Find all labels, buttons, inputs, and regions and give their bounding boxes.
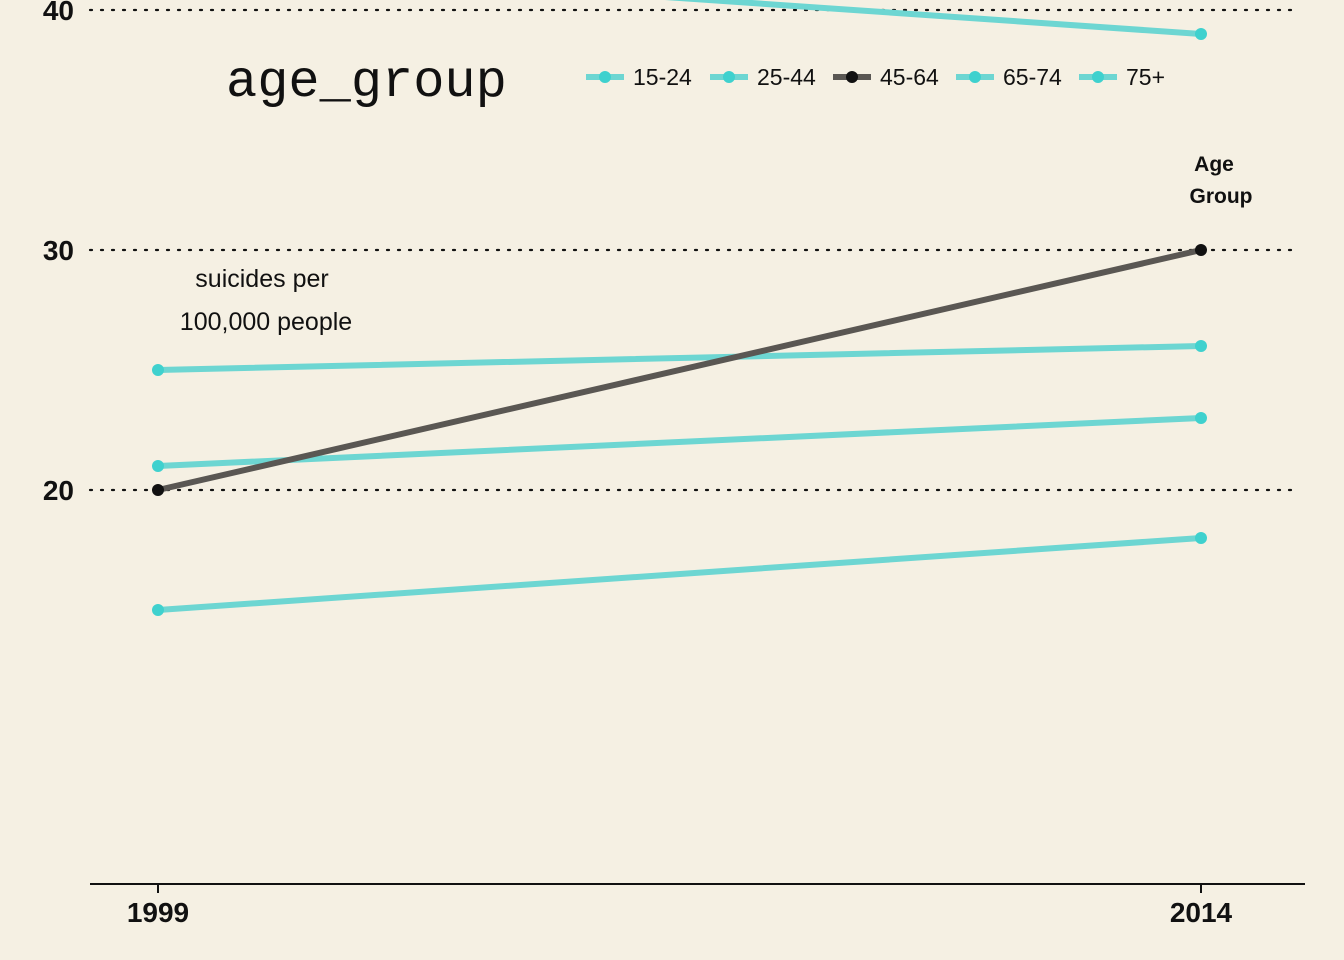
legend-label: 15-24: [633, 64, 692, 90]
legend-item-25-44: 25-44: [710, 64, 816, 90]
x-tick-label: 1999: [127, 897, 189, 928]
annotation: suicides per 100,000 people: [180, 265, 352, 336]
legend-key-point: [1092, 71, 1104, 83]
series-line-65-74: [155, 343, 1204, 373]
y-tick-label: 40: [43, 0, 74, 26]
data-point-25-44-1999: [152, 460, 164, 472]
legend-items: 15-24 25-44 45-64 65-74 75+: [586, 64, 1165, 90]
data-point-45-64-2014: [1195, 244, 1207, 256]
y-tick-label: 20: [43, 475, 74, 506]
series-layer: [152, 0, 1207, 616]
y-axis: 20 30 40: [43, 0, 74, 506]
legend-key-point: [969, 71, 981, 83]
legend-title: age_group: [226, 53, 507, 112]
series-line-15-24: [155, 535, 1204, 613]
series-line-75: [664, 0, 1204, 37]
legend-item-15-24: 15-24: [586, 64, 692, 90]
data-point-15-24-2014: [1195, 532, 1207, 544]
y-tick-label: 30: [43, 235, 74, 266]
data-point-45-64-1999: [152, 484, 164, 496]
legend: age_group 15-24 25-44 45-64 65-74 75+: [226, 53, 1165, 112]
data-point-15-24-1999: [152, 604, 164, 616]
series-15-24: [152, 532, 1207, 616]
series-65-74: [152, 340, 1207, 376]
x-tick-label: 2014: [1170, 897, 1233, 928]
legend-item-75: 75+: [1079, 64, 1165, 90]
legend-key-point: [846, 71, 858, 83]
corner-label-line-1: Age: [1194, 153, 1234, 176]
legend-item-65-74: 65-74: [956, 64, 1062, 90]
gridlines: [88, 8, 1302, 492]
data-point-65-74-2014: [1195, 340, 1207, 352]
x-axis: 1999 2014: [90, 883, 1305, 928]
legend-label: 65-74: [1003, 64, 1062, 90]
legend-label: 45-64: [880, 64, 939, 90]
data-point-65-74-1999: [152, 364, 164, 376]
series-75: [664, 0, 1207, 40]
legend-label: 75+: [1126, 64, 1165, 90]
legend-item-45-64: 45-64: [833, 64, 939, 90]
legend-key-point: [599, 71, 611, 83]
legend-label: 25-44: [757, 64, 816, 90]
series-25-44: [152, 412, 1207, 472]
corner-label-line-2: Group: [1190, 185, 1253, 208]
legend-key-point: [723, 71, 735, 83]
series-line-45-64: [155, 247, 1204, 493]
series-line-25-44: [155, 415, 1204, 469]
corner-label: Age Group: [1190, 153, 1253, 208]
annotation-line-2: 100,000 people: [180, 308, 352, 336]
series-45-64: [152, 244, 1207, 496]
data-point-75-2014: [1195, 28, 1207, 40]
data-point-25-44-2014: [1195, 412, 1207, 424]
annotation-line-1: suicides per: [195, 265, 328, 293]
